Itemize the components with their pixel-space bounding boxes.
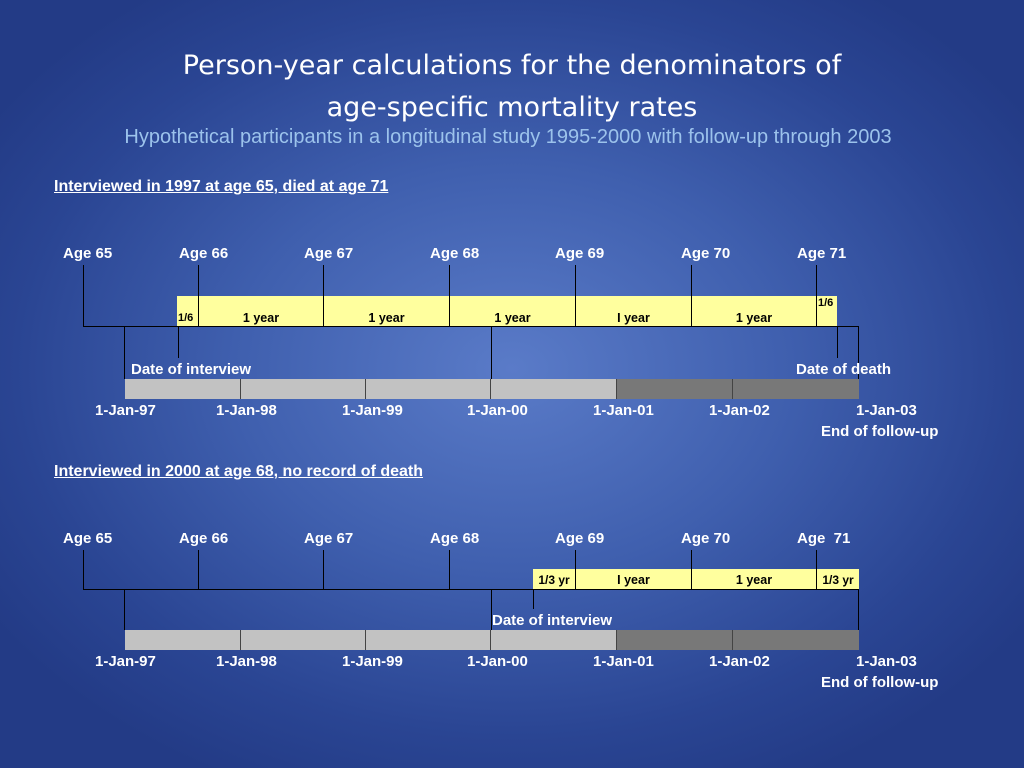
case2-followup-year xyxy=(617,630,733,650)
case1-segment: 1 year xyxy=(450,296,575,326)
case2-calendar-year xyxy=(125,630,241,650)
case1-segment: 1 year xyxy=(692,296,816,326)
case1-followup-year xyxy=(733,379,859,399)
case1-segment: 1 year xyxy=(199,296,323,326)
page-title-line1: Person-year calculations for the denomin… xyxy=(182,50,842,81)
case1-interview-label: Date of interview xyxy=(131,361,252,378)
case1-age-label: Age 71 xyxy=(797,245,847,262)
case1-segment: 1 year xyxy=(324,296,449,326)
case2-start-connector xyxy=(124,589,125,630)
case2-date-label: 1-Jan-97 xyxy=(95,653,156,670)
case1-date-label: 1-Jan-01 xyxy=(593,402,654,419)
case2-date-label: 1-Jan-00 xyxy=(467,653,528,670)
case2-age-label: Age 67 xyxy=(304,530,354,547)
case2-segment: I year xyxy=(576,569,691,589)
case1-calendar-year xyxy=(241,379,366,399)
case1-segment: I year xyxy=(576,296,691,326)
case2-age-timeline xyxy=(83,589,859,590)
case1-age-tick xyxy=(449,265,450,326)
page-title-line2: age-specific mortality rates xyxy=(326,92,698,123)
case1-start-connector xyxy=(124,326,125,379)
case1-end-connector xyxy=(858,326,859,379)
case1-segment-label: 1 year xyxy=(735,311,773,325)
case1-age-tick xyxy=(83,265,84,326)
case1-age-label: Age 70 xyxy=(681,245,731,262)
case2-segment: 1 year xyxy=(692,569,816,589)
case1-segment: 1/6 xyxy=(177,296,198,326)
case1-heading: Interviewed in 1997 at age 65, died at a… xyxy=(54,178,389,195)
case1-age-tick xyxy=(198,265,199,326)
case1-age-label: Age 67 xyxy=(304,245,354,262)
case1-date-label: 1-Jan-00 xyxy=(467,402,528,419)
case1-date-label: 1-Jan-02 xyxy=(709,402,770,419)
case2-segment-label: 1/3 yr xyxy=(538,573,570,587)
case1-date-label: 1-Jan-97 xyxy=(95,402,156,419)
case2-midpoint-connector xyxy=(491,589,492,630)
case2-age-label: Age 71 xyxy=(797,530,851,547)
case2-date-label: 1-Jan-98 xyxy=(216,653,277,670)
case1-segment-label: 1/6 xyxy=(178,312,194,324)
case2-segment: 1/3 yr xyxy=(817,569,859,589)
case2-segment-label: 1 year xyxy=(735,573,773,587)
case2-end-connector xyxy=(858,589,859,630)
case2-date-label: 1-Jan-02 xyxy=(709,653,770,670)
case2-segment-label: 1/3 yr xyxy=(822,573,854,587)
case1-age-label: Age 65 xyxy=(63,245,113,262)
case2-end-of-followup: End of follow-up xyxy=(821,674,939,691)
case2-date-label: 1-Jan-03 xyxy=(856,653,917,670)
case1-death-label: Date of death xyxy=(796,361,892,378)
case2-age-label: Age 68 xyxy=(430,530,480,547)
case2-age-label: Age 65 xyxy=(63,530,113,547)
case2-age-tick xyxy=(816,550,817,589)
case1-date-label: 1-Jan-99 xyxy=(342,402,403,419)
case2-calendar-year xyxy=(241,630,366,650)
case1-age-label: Age 68 xyxy=(430,245,480,262)
case1-segment-label: 1 year xyxy=(494,311,531,325)
case2-segment: 1/3 yr xyxy=(533,569,575,589)
case2-age-label: Age 70 xyxy=(681,530,731,547)
case2-date-label: 1-Jan-99 xyxy=(342,653,403,670)
case1-calendar-year xyxy=(491,379,617,399)
case2-segment-label: I year xyxy=(617,573,650,587)
case1-interview-connector xyxy=(178,326,179,358)
case1-date-label: 1-Jan-98 xyxy=(216,402,277,419)
case2-age-tick xyxy=(575,550,576,589)
case1-segment-label: I year xyxy=(617,311,650,325)
case2-age-label: Age 69 xyxy=(555,530,605,547)
case2-age-tick xyxy=(198,550,199,589)
case1-calendar-year xyxy=(366,379,491,399)
case1-segment-label: 1 year xyxy=(368,311,405,325)
case2-followup-year xyxy=(733,630,859,650)
case2-interview-label: Date of interview xyxy=(492,612,613,629)
case1-death-connector xyxy=(837,326,838,358)
case2-age-label: Age 66 xyxy=(179,530,229,547)
case1-age-timeline xyxy=(83,326,859,327)
case1-segment-label: 1/6 xyxy=(818,297,834,309)
case2-interview-connector xyxy=(533,589,534,609)
case1-segment: 1/6 xyxy=(817,296,837,326)
case1-followup-year xyxy=(617,379,733,399)
case2-age-tick xyxy=(449,550,450,589)
case2-calendar-year xyxy=(491,630,617,650)
case2-age-tick xyxy=(691,550,692,589)
case1-midpoint-connector xyxy=(491,326,492,379)
case2-age-tick xyxy=(323,550,324,589)
case2-date-label: 1-Jan-01 xyxy=(593,653,654,670)
case1-age-label: Age 66 xyxy=(179,245,229,262)
case1-calendar-year xyxy=(125,379,241,399)
case1-segment-label: 1 year xyxy=(242,311,280,325)
case1-date-label: 1-Jan-03 xyxy=(856,402,917,419)
case2-age-tick xyxy=(83,550,84,589)
case1-age-tick xyxy=(575,265,576,326)
case2-heading: Interviewed in 2000 at age 68, no record… xyxy=(54,463,424,480)
case1-end-of-followup: End of follow-up xyxy=(821,423,939,440)
case1-age-tick xyxy=(323,265,324,326)
case1-age-tick xyxy=(816,265,817,326)
case1-age-label: Age 69 xyxy=(555,245,605,262)
case1-age-tick xyxy=(691,265,692,326)
page-subtitle: Hypothetical participants in a longitudi… xyxy=(124,126,892,148)
case2-calendar-year xyxy=(366,630,491,650)
